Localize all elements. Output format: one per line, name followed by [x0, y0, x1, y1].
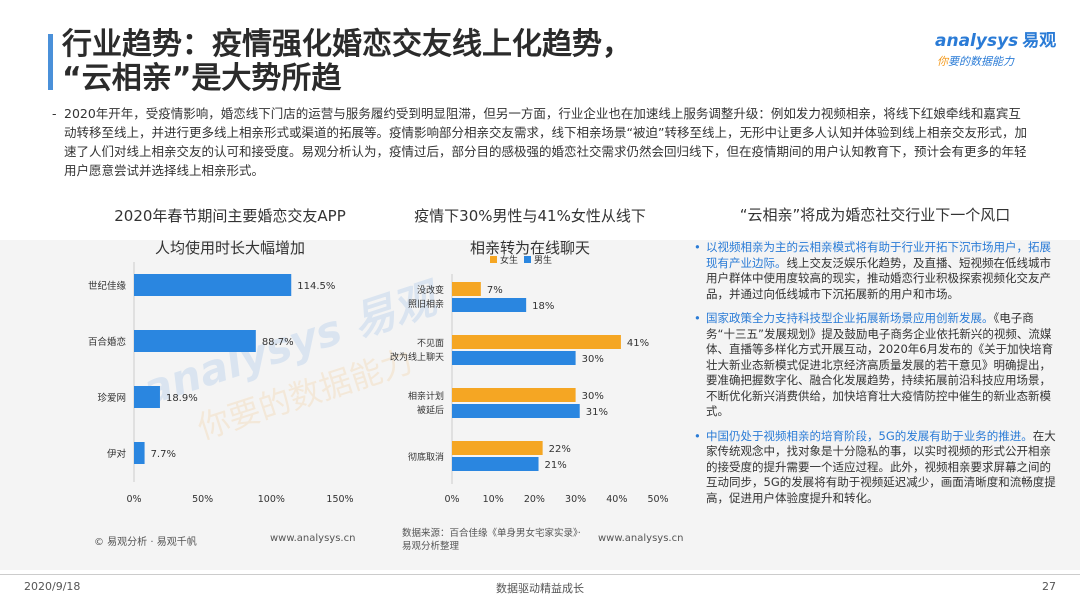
chart2-category-label: 不见面 [417, 338, 444, 349]
chart1-source: © 易观分析 · 易观千帆 [94, 537, 197, 548]
chart2-bar [452, 388, 576, 402]
bullet-text: 在大家传统观念中，找对象是十分隐私的事，以实时视频的形式公开相亲的接受度的提升需… [706, 428, 1056, 505]
chart1-value-label: 114.5% [297, 281, 335, 292]
right-bullet: • 国家政策全力支持科技型企业拓展新场景应用创新发展。《电子商务“十三五”发展规划… [690, 311, 1062, 420]
chart2-url: www.analysys.cn [598, 533, 684, 544]
chart2-tick-label: 10% [483, 494, 504, 505]
chart2-tick-label: 0% [444, 494, 459, 505]
chart1-app-usage-bars: 世纪佳缘 114.5% 百合婚恋 88.7% 珍爱网 18.9% 伊对 7.7% 0% 50% 10… [88, 262, 354, 505]
chart2-bar [452, 404, 580, 418]
chart1-bar [134, 386, 160, 408]
intro-text: 2020年开年，受疫情影响，婚恋线下门店的运营与服务履约受到明显阻滞，但另一方面… [64, 106, 1027, 178]
bullet-highlight: 国家政策全力支持科技型企业拓展新场景应用创新发展。 [706, 311, 994, 325]
chart1-value-label: 18.9% [166, 393, 198, 404]
chart2-bar [452, 457, 539, 471]
bullet-dot: • [694, 240, 701, 254]
bullet-dot: • [694, 311, 701, 325]
chart2-bar [452, 282, 481, 296]
chart1-title-line1: 2020年春节期间主要婚恋交友APP [114, 207, 346, 225]
footer-date: 2020/9/18 [24, 580, 81, 593]
chart2-source: 数据来源：百合佳缘《单身男女宅家实录》· 易观分析整理 [402, 527, 602, 553]
title-accent-bar [48, 34, 53, 90]
page-number: 27 [1042, 580, 1056, 593]
chart2-source-line1: 数据来源：百合佳缘《单身男女宅家实录》· [402, 528, 581, 539]
chart2-tick-label: 30% [565, 494, 586, 505]
chart1-bar [134, 330, 256, 352]
bullet-highlight: 中国仍处于视频相亲的培育阶段，5G的发展有助于业务的推进。 [706, 428, 1033, 443]
chart2-category-label: 相亲计划 [408, 390, 444, 402]
page-title-line2: “云相亲”是大势所趋 [62, 61, 342, 96]
page-title: 行业趋势：疫情强化婚恋交友线上化趋势， “云相亲”是大势所趋 [62, 28, 632, 96]
chart2-value-label: 22% [549, 444, 571, 455]
chart2-value-label: 21% [545, 460, 567, 471]
chart2-legend-label: 男生 [534, 254, 552, 266]
right-bullet: • 中国仍处于视频相亲的培育阶段，5G的发展有助于业务的推进。在大家传统观念中，找… [690, 429, 1062, 507]
chart2-category-label: 被延后 [417, 404, 444, 416]
chart1-value-label: 7.7% [151, 449, 176, 460]
chart2-source-line2: 易观分析整理 [402, 541, 460, 552]
chart2-title-line1: 疫情下30%男性与41%女性从线下 [414, 207, 646, 225]
bullet-dot: • [694, 428, 701, 443]
chart1-title-line2: 人均使用时长大幅增加 [154, 239, 305, 257]
right-bullet: • 以视频相亲为主的云相亲模式将有助于行业开拓下沉市场用户，拓展现有产业边际。线上… [690, 240, 1062, 302]
chart2-tick-label: 40% [606, 494, 627, 505]
chart2-bar [452, 441, 543, 455]
logo-main-en: analysys [935, 31, 1019, 51]
chart2-value-label: 18% [532, 301, 554, 312]
chart2-value-label: 30% [582, 391, 604, 402]
footer-divider [0, 574, 1080, 575]
footer-slogan: 数据驱动精益成长 [496, 582, 584, 595]
chart2-category-label: 照旧相亲 [408, 298, 444, 310]
logo-tag-first: 你 [937, 55, 948, 68]
chart2-tick-label: 50% [647, 494, 668, 505]
chart1-category-label: 百合婚恋 [88, 336, 126, 348]
chart1-value-label: 88.7% [262, 337, 294, 348]
right-panel-title: “云相亲”将成为婚恋社交行业下一个风口 [739, 206, 1011, 224]
chart1-bar [134, 442, 145, 464]
chart2-bar [452, 335, 621, 349]
chart2-tick-label: 20% [524, 494, 545, 505]
chart2-legend-swatch [490, 256, 497, 263]
chart1-category-label: 世纪佳缘 [88, 280, 127, 292]
intro-dash: - [52, 106, 57, 121]
logo-main: analysys 易观 [935, 26, 1057, 51]
chart2-value-label: 41% [627, 338, 649, 349]
logo-tag-rest: 要的数据能力 [948, 55, 1014, 68]
chart1-category-label: 珍爱网 [97, 392, 126, 404]
chart1-tick-label: 0% [126, 494, 141, 505]
bullet-text: 线上交友泛娱乐化趋势，及直播、短视频在低线城市用户群体中使用度较高的现实，推动婚… [706, 255, 1051, 301]
chart2-category-label: 改为线上聊天 [390, 351, 444, 363]
chart2-value-label: 7% [487, 285, 503, 296]
chart2-title: 疫情下30%男性与41%女性从线下 相亲转为在线聊天 [380, 200, 680, 264]
chart1-tick-label: 100% [258, 494, 285, 505]
chart2-category-label: 彻底取消 [408, 451, 444, 463]
chart2-bar [452, 298, 527, 312]
bullet-text: 《电子商务“十三五”发展规划》提及鼓励电子商务企业依托新兴的视频、流媒体、直播等… [706, 311, 1054, 418]
analysys-logo: analysys 易观 你要的数据能力 [935, 26, 1057, 70]
chart1-tick-label: 50% [192, 494, 213, 505]
chart2-value-label: 31% [586, 407, 608, 418]
intro-paragraph: - 2020年开年，受疫情影响，婚恋线下门店的运营与服务履约受到明显阻滞，但另一… [52, 104, 1032, 180]
chart1-url: www.analysys.cn [270, 533, 356, 544]
chart2-category-label: 没改变 [417, 284, 444, 296]
chart1-tick-label: 150% [326, 494, 353, 505]
chart2-legend-swatch [524, 256, 531, 263]
chart1-bar [134, 274, 292, 296]
bullet-highlight: 以视频相亲为主的云相亲模式将有助于行业开拓下沉市场用户，拓展现有产业边际。 [706, 240, 1051, 270]
logo-tagline: 你要的数据能力 [937, 53, 1055, 69]
chart1-title: 2020年春节期间主要婚恋交友APP 人均使用时长大幅增加 [80, 200, 380, 264]
chart2-value-label: 30% [582, 354, 604, 365]
chart2-title-line2: 相亲转为在线聊天 [469, 239, 590, 257]
chart1-category-label: 伊对 [107, 448, 127, 460]
right-panel-bullets: • 以视频相亲为主的云相亲模式将有助于行业开拓下沉市场用户，拓展现有产业边际。线上… [690, 240, 1062, 515]
page-title-line1: 行业趋势：疫情强化婚恋交友线上化趋势， [62, 27, 632, 62]
chart2-bar [452, 351, 576, 365]
logo-main-cn: 易观 [1022, 31, 1057, 51]
chart2-legend-label: 女生 [500, 254, 518, 266]
